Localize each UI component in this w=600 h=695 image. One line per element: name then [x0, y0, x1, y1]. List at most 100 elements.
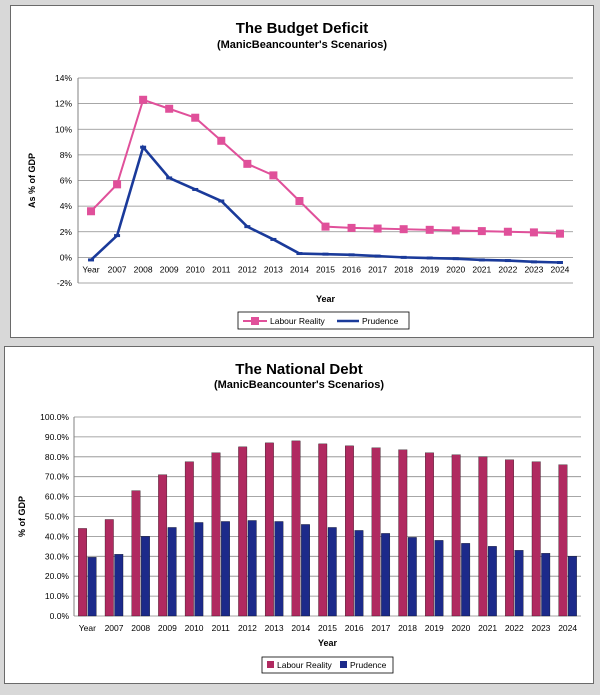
data-point — [451, 226, 460, 235]
data-point — [347, 223, 356, 232]
x-tick-label: 2022 — [498, 264, 517, 274]
legend-swatch — [267, 661, 274, 668]
national-debt-chart: The National Debt (ManicBeancounter's Sc… — [4, 346, 594, 684]
bar — [398, 449, 408, 617]
x-tick-label: 2021 — [472, 264, 491, 274]
bar — [434, 540, 444, 617]
x-axis-label: Year — [318, 638, 338, 648]
x-tick-label: 2011 — [212, 623, 231, 633]
x-tick-label: 2017 — [371, 623, 390, 633]
y-tick-label: 14% — [55, 73, 72, 83]
x-tick-label: 2012 — [238, 264, 257, 274]
bar — [558, 464, 568, 617]
bar — [461, 543, 471, 617]
data-point — [399, 225, 408, 234]
bar — [167, 527, 177, 617]
bar — [158, 474, 168, 617]
bar — [487, 546, 497, 617]
y-tick-label: 2% — [60, 227, 73, 237]
x-tick-label: 2010 — [185, 623, 204, 633]
y-tick-label: 60.0% — [45, 492, 70, 502]
bar — [247, 520, 257, 617]
y-tick-label: 20.0% — [45, 571, 70, 581]
y-tick-label: 100.0% — [40, 412, 69, 422]
x-tick-label: 2022 — [505, 623, 524, 633]
x-tick-label: Year — [82, 264, 99, 274]
x-tick-label: 2011 — [212, 264, 231, 274]
bar — [211, 452, 221, 617]
deficit-plot: -2% 0% 2% 4% 6% 8% 10% 12% 14% Year 2007 2008 2009 20… — [27, 73, 573, 330]
y-tick-label: 8% — [60, 150, 73, 160]
y-tick-label: 4% — [60, 201, 73, 211]
data-point — [87, 207, 96, 216]
bar — [345, 445, 354, 617]
x-tick-label: 2018 — [394, 264, 413, 274]
chart-subtitle: (ManicBeancounter's Scenarios) — [213, 379, 385, 391]
legend-swatch — [251, 317, 259, 325]
x-tick-label: 2013 — [265, 623, 284, 633]
y-tick-label: 10% — [55, 124, 72, 134]
data-point — [529, 228, 538, 237]
bar — [371, 447, 381, 617]
legend-label: Labour Reality — [277, 660, 333, 670]
legend-label: Prudence — [362, 316, 399, 326]
x-tick-label: 2007 — [108, 264, 127, 274]
bar — [87, 557, 97, 617]
x-tick-label: 2012 — [238, 623, 257, 633]
y-tick-label: 0% — [60, 252, 73, 262]
data-point — [321, 222, 330, 231]
y-axis-label: As % of GDP — [27, 153, 37, 208]
bar — [274, 521, 284, 617]
legend-box — [261, 656, 394, 674]
bar — [531, 461, 541, 617]
y-tick-label: 80.0% — [45, 452, 70, 462]
x-tick-label: 2007 — [105, 623, 124, 633]
legend-swatch — [340, 661, 347, 668]
bar — [221, 521, 230, 617]
data-point — [139, 95, 148, 104]
legend-label: Prudence — [350, 660, 387, 670]
x-tick-label: 2016 — [345, 623, 364, 633]
y-tick-label: 12% — [55, 99, 72, 109]
bar — [238, 446, 248, 617]
x-tick-label: 2010 — [186, 264, 205, 274]
x-tick-label: 2023 — [532, 623, 551, 633]
bar — [78, 528, 87, 617]
chart-title: The Budget Deficit — [235, 20, 369, 37]
x-tick-label: 2014 — [290, 264, 309, 274]
bar — [327, 527, 337, 617]
bar — [451, 454, 461, 617]
bar — [184, 461, 194, 617]
bar — [381, 533, 391, 617]
data-point — [113, 180, 122, 189]
x-tick-label: 2016 — [342, 264, 361, 274]
bar — [114, 554, 124, 617]
bar — [194, 522, 204, 617]
bar — [407, 537, 417, 617]
bar — [141, 536, 150, 617]
bar — [541, 553, 551, 617]
x-tick-label: 2008 — [131, 623, 150, 633]
legend-box — [237, 311, 410, 330]
y-tick-label: 40.0% — [45, 531, 70, 541]
data-point — [503, 227, 512, 236]
legend-label: Labour Reality — [270, 316, 326, 326]
y-axis-label: % of GDP — [17, 496, 27, 537]
y-tick-label: 6% — [60, 176, 73, 186]
x-tick-label: 2019 — [425, 623, 444, 633]
series-line — [90, 144, 561, 264]
y-tick-label: -2% — [57, 278, 73, 288]
x-tick-label: 2018 — [398, 623, 417, 633]
x-tick-label: 2014 — [291, 623, 310, 633]
y-tick-label: 70.0% — [45, 472, 70, 482]
data-point — [295, 197, 304, 205]
y-tick-label: 90.0% — [45, 432, 70, 442]
chart-subtitle: (ManicBeancounter's Scenarios) — [216, 39, 388, 51]
y-tick-label: 30.0% — [45, 551, 70, 561]
x-tick-label: 2015 — [316, 264, 335, 274]
x-tick-label: 2020 — [451, 623, 470, 633]
x-axis-label: Year — [316, 294, 336, 304]
bar — [505, 459, 514, 617]
bar — [104, 519, 114, 617]
x-tick-label: 2024 — [558, 623, 577, 633]
